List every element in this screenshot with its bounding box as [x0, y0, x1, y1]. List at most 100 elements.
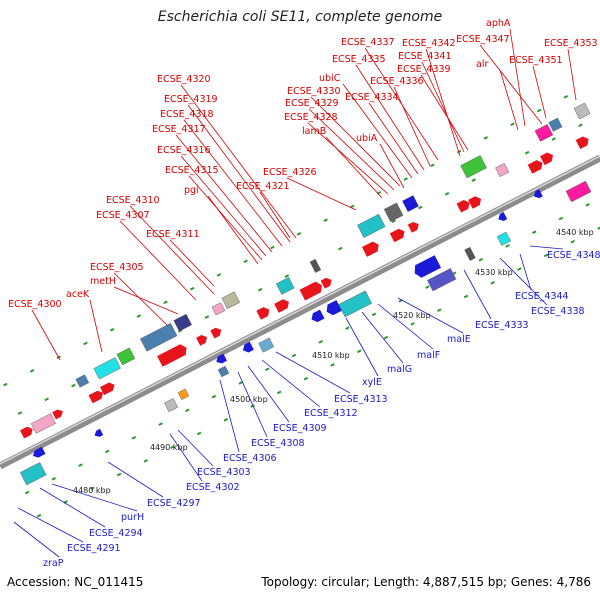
forward-gene-arrow	[299, 281, 322, 301]
gene-block	[30, 413, 56, 434]
tick-mark	[204, 315, 210, 319]
reverse-leader-line	[377, 303, 434, 350]
forward-leader-line	[355, 64, 425, 171]
tick-mark	[104, 449, 110, 454]
accession-text: Accession: NC_011415	[7, 575, 144, 589]
forward-leader-line	[169, 239, 215, 287]
reverse-leader-line	[107, 461, 164, 498]
reverse-gene-arrow	[498, 212, 508, 221]
forward-gene-arrow	[320, 277, 332, 289]
tick-mark	[51, 477, 57, 481]
reverse-gene-label: ECSE_4291	[67, 543, 121, 554]
kbp-tick-label: 4520 kbp	[393, 311, 431, 320]
tick-mark	[318, 340, 323, 344]
tick-mark	[536, 108, 542, 113]
tick-mark	[116, 472, 122, 477]
reverse-leader-line	[39, 487, 106, 528]
tick-mark	[71, 383, 76, 388]
feature-layer	[19, 102, 592, 486]
tick-mark	[136, 314, 142, 318]
forward-gene-label: ECSE_4318	[160, 109, 214, 120]
tick-mark	[185, 408, 190, 413]
tick-mark	[558, 216, 564, 221]
tick-mark	[238, 381, 243, 385]
forward-gene-label: ECSE_4320	[157, 74, 211, 85]
reverse-gene-label: ECSE_4344	[515, 291, 569, 302]
forward-gene-arrow	[20, 426, 33, 439]
kbp-tick-label: 4530 kbp	[475, 268, 513, 277]
reverse-leader-line	[169, 433, 203, 482]
forward-gene-label: ECSE_4329	[285, 98, 339, 109]
forward-gene-label: ECSE_4339	[397, 64, 451, 75]
forward-gene-label: ECSE_4305	[90, 262, 144, 273]
forward-gene-label: ECSE_4307	[96, 210, 150, 221]
tick-mark	[90, 486, 95, 491]
gene-block	[177, 388, 190, 400]
kbp-tick-label: 4510 kbp	[312, 351, 350, 360]
forward-gene-label: ECSE_4315	[165, 165, 219, 176]
forward-gene-label: ECSE_4342	[402, 38, 456, 49]
tick-mark	[223, 417, 229, 422]
tick-mark	[44, 397, 49, 402]
tick-mark	[456, 149, 462, 154]
tick-mark	[430, 163, 435, 168]
gene-block	[338, 290, 373, 318]
reverse-leader-line	[345, 317, 379, 377]
forward-gene-label: ECSE_4347	[456, 34, 510, 45]
reverse-gene-label: purH	[121, 512, 144, 523]
reverse-gene-label: ECSE_4294	[89, 528, 143, 539]
tick-mark	[371, 312, 377, 317]
reverse-leader-line	[219, 379, 240, 453]
reverse-gene-arrow	[32, 446, 46, 458]
kbp-tick-label: 4500 kbp	[230, 395, 268, 404]
tick-mark	[345, 326, 350, 330]
tick-mark	[17, 411, 23, 415]
forward-gene-arrow	[407, 221, 419, 233]
forward-gene-label: ECSE_4316	[157, 145, 211, 156]
tick-mark	[531, 230, 537, 235]
tick-mark	[357, 349, 362, 354]
forward-gene-arrow	[88, 390, 104, 404]
reverse-leader-line	[275, 351, 351, 394]
forward-gene-label: metH	[90, 276, 116, 287]
reverse-gene-label: ECSE_4309	[273, 423, 327, 434]
reverse-gene-arrow	[94, 428, 104, 437]
label-layer: 4480 kbp 4490 kbp 4500 kbp 4510 kbp 4520 kbp…	[8, 18, 600, 569]
gene-block	[573, 102, 591, 120]
gene-block	[19, 462, 47, 486]
forward-leader-line	[180, 155, 267, 257]
forward-leader-line	[368, 102, 419, 175]
tick-mark	[265, 367, 270, 372]
gene-block	[383, 202, 404, 222]
tick-mark	[524, 150, 530, 155]
genome-summary-text: Topology: circular; Length: 4,887,515 bp…	[261, 575, 591, 589]
forward-gene-label: ubiC	[319, 73, 341, 84]
tick-mark	[410, 322, 415, 326]
tick-mark	[597, 226, 600, 230]
tick-mark	[350, 204, 355, 209]
forward-gene-label: ECSE_4330	[287, 86, 341, 97]
tick-mark	[418, 205, 423, 210]
gene-block	[357, 213, 386, 238]
tick-mark	[483, 136, 489, 140]
forward-gene-arrow	[274, 299, 289, 313]
reverse-gene-label: ECSE_4306	[223, 453, 277, 464]
forward-gene-arrow	[52, 409, 63, 420]
tick-layer	[3, 95, 600, 518]
gene-block	[217, 365, 230, 378]
backbone-highlight	[0, 155, 600, 465]
reverse-gene-label: ECSE_4312	[304, 408, 358, 419]
reverse-gene-label: ECSE_4313	[334, 394, 388, 405]
forward-leader-line	[420, 74, 469, 151]
reverse-gene-label: ECSE_4308	[251, 438, 305, 449]
reverse-leader-line	[361, 311, 404, 364]
reverse-leader-line	[499, 257, 548, 306]
gene-block	[93, 357, 121, 380]
tick-mark	[29, 369, 35, 373]
forward-leader-line	[188, 175, 263, 261]
forward-gene-label: ECSE_4334	[345, 92, 399, 103]
reverse-gene-label: ECSE_4333	[475, 320, 529, 331]
forward-gene-label: ECSE_4351	[509, 55, 563, 66]
forward-gene-arrow	[456, 199, 470, 213]
forward-leader-line	[89, 299, 103, 353]
